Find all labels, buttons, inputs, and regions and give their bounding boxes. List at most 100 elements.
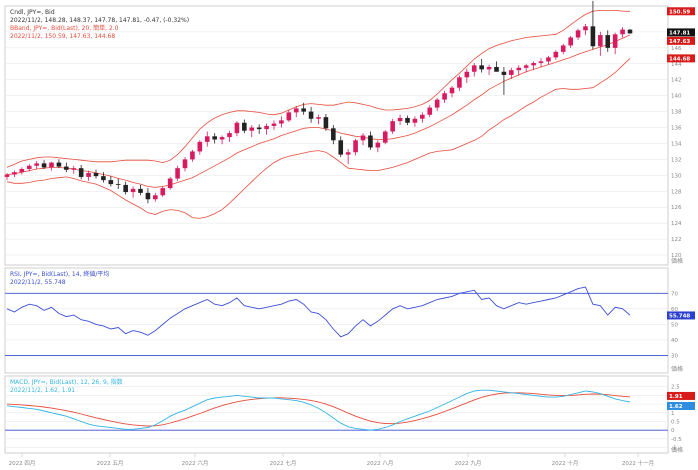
candle-body bbox=[279, 120, 284, 124]
candle-body bbox=[494, 66, 499, 72]
candle-body bbox=[420, 114, 425, 119]
candle-body bbox=[331, 128, 336, 141]
price-legend: Cndl, JPY=, Bid 2022/11/2, 148.28, 148.3… bbox=[10, 9, 189, 40]
candle-body bbox=[412, 118, 418, 123]
candle-body bbox=[368, 135, 373, 148]
candle-body bbox=[538, 61, 544, 63]
candle-body bbox=[249, 127, 255, 131]
rsi-tag-bg bbox=[667, 311, 695, 320]
price-legend-line-3: BBand, JPY=, Bid(Last), 20, 簡単, 2.0 bbox=[10, 24, 119, 32]
candle-body bbox=[115, 184, 121, 185]
candle-body bbox=[590, 26, 596, 47]
rsi-y-tick: 70 bbox=[671, 291, 678, 297]
candle-body bbox=[293, 108, 299, 113]
macd-y-tick: -1 bbox=[671, 446, 676, 452]
rsi-line bbox=[6, 286, 631, 338]
rsi-y-tick: 40 bbox=[671, 338, 678, 344]
candle-body bbox=[86, 172, 91, 177]
candle-body bbox=[227, 133, 232, 138]
price-y-tick: 144 bbox=[671, 62, 682, 68]
price-tag: 147.81 bbox=[669, 31, 690, 37]
candle-body bbox=[308, 111, 314, 119]
candle-body bbox=[427, 107, 433, 115]
candle-body bbox=[130, 188, 136, 193]
candle-body bbox=[397, 117, 403, 122]
candle-body bbox=[71, 168, 77, 170]
candle-body bbox=[242, 122, 247, 131]
macd-y-tick: -0.5 bbox=[671, 437, 682, 443]
candle-body bbox=[49, 162, 54, 168]
candle-body bbox=[212, 136, 217, 140]
price-y-tick: 140 bbox=[671, 94, 682, 100]
macd-signal-tag-bg bbox=[667, 391, 695, 400]
price-y-tick: 130 bbox=[671, 173, 682, 179]
candle-body bbox=[345, 152, 351, 155]
candle-body bbox=[353, 140, 358, 153]
candle-body bbox=[360, 135, 366, 141]
rsi-legend-line-1: RSI, JPY=, Bid(Last), 14, 終値/平均 bbox=[10, 270, 109, 278]
grid-lines bbox=[5, 31, 668, 448]
x-axis-label: 2022 七月 bbox=[270, 459, 297, 467]
price-y-tick: 134 bbox=[671, 141, 682, 147]
rsi-panel[interactable] bbox=[4, 267, 669, 374]
price-y-tick: 128 bbox=[671, 189, 682, 195]
macd-legend: MACD, JPY=, Bid(Last), 12, 26, 9, 指数 202… bbox=[10, 378, 123, 394]
candle-body bbox=[546, 57, 551, 62]
price-y-tick: 142 bbox=[671, 78, 682, 84]
candle-body bbox=[568, 37, 573, 46]
price-y-tick: 136 bbox=[671, 126, 682, 132]
candle-body bbox=[123, 184, 128, 193]
macd-legend-line-1: MACD, JPY=, Bid(Last), 12, 26, 9, 指数 bbox=[10, 378, 123, 386]
candle-body bbox=[627, 29, 633, 34]
rsi-y-tick: 60 bbox=[671, 307, 678, 313]
macd-unit-label: 価格 bbox=[671, 446, 683, 454]
price-y-tick: 132 bbox=[671, 157, 682, 163]
candle-body bbox=[64, 166, 69, 170]
candle-body bbox=[19, 168, 25, 173]
candle-body bbox=[323, 117, 329, 129]
bband-lower-line bbox=[6, 58, 631, 219]
candle-body bbox=[4, 174, 10, 177]
candle-body bbox=[316, 117, 321, 119]
axis-labels: 1481461441421401381361341321301281261241… bbox=[9, 30, 683, 467]
candle-body bbox=[286, 112, 292, 121]
price-y-tick: 146 bbox=[671, 46, 682, 52]
candle-body bbox=[108, 180, 114, 185]
macd-signal-line bbox=[6, 392, 631, 427]
candle-body bbox=[523, 65, 529, 68]
rsi-legend-line-2: 2022/11/2, 55.748 bbox=[10, 279, 66, 286]
candle-body bbox=[234, 122, 240, 134]
x-axis-label: 2022 十一月 bbox=[622, 459, 654, 467]
price-legend-line-1: Cndl, JPY=, Bid bbox=[10, 9, 55, 16]
candle-body bbox=[301, 108, 306, 112]
candle-body bbox=[197, 141, 203, 152]
candle-body bbox=[598, 35, 603, 47]
x-axis-label: 2022 十月 bbox=[552, 459, 579, 467]
price-y-tick: 120 bbox=[671, 253, 682, 259]
macd-panel[interactable] bbox=[4, 375, 669, 454]
candle-body bbox=[486, 66, 492, 70]
candle-body bbox=[583, 26, 588, 31]
x-axis-label: 2022 五月 bbox=[97, 460, 124, 467]
candle-body bbox=[153, 195, 158, 200]
rsi-legend: RSI, JPY=, Bid(Last), 14, 終値/平均 2022/11/… bbox=[10, 270, 109, 286]
rsi-series bbox=[5, 286, 668, 356]
candle-body bbox=[256, 127, 262, 130]
band-upper-tag: 150.59 bbox=[669, 9, 690, 15]
x-axis-label: 2022 四月 bbox=[9, 460, 36, 467]
price-y-tick: 122 bbox=[671, 237, 682, 243]
price-panel[interactable] bbox=[4, 5, 669, 266]
price-tag-bg bbox=[667, 28, 695, 37]
candle-body bbox=[204, 136, 210, 142]
candle-body bbox=[101, 176, 106, 181]
candle-body bbox=[531, 62, 536, 66]
candle-body bbox=[12, 172, 17, 175]
candle-body bbox=[338, 140, 344, 155]
candle-body bbox=[449, 87, 455, 94]
candle-body bbox=[442, 93, 447, 100]
candle-body bbox=[219, 137, 225, 140]
macd-signal-tag: 1.91 bbox=[669, 394, 683, 400]
candle-body bbox=[471, 65, 477, 72]
candle-body bbox=[382, 131, 388, 143]
